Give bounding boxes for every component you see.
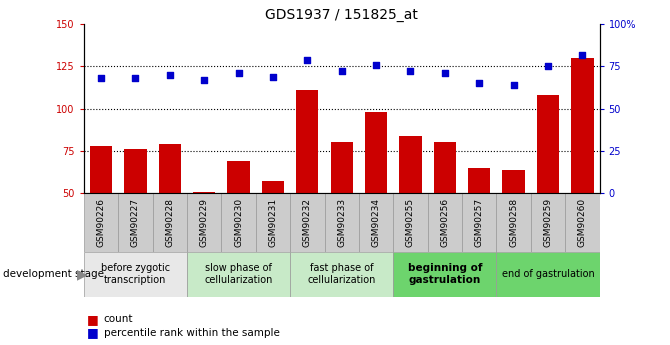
Point (543, 63, 553, 69)
Bar (256, 193, 290, 252)
Point (302, 57, 313, 62)
Bar (393, 252, 496, 297)
Bar (330, 142, 353, 193)
Point (199, 77, 210, 83)
Title: GDS1937 / 151825_at: GDS1937 / 151825_at (265, 8, 418, 22)
Text: ■: ■ (87, 326, 99, 339)
Point (164, 72, 175, 78)
Point (474, 80, 484, 86)
Bar (433, 142, 456, 193)
Bar (118, 193, 153, 252)
Text: development stage: development stage (3, 269, 105, 279)
Bar (296, 90, 318, 193)
Bar (187, 193, 221, 252)
Text: GSM90228: GSM90228 (165, 198, 174, 247)
Text: GSM90256: GSM90256 (440, 198, 450, 247)
Bar (502, 169, 525, 193)
Text: GSM90233: GSM90233 (337, 198, 346, 247)
Text: count: count (104, 314, 133, 324)
Point (267, 74, 278, 79)
Bar (221, 193, 256, 252)
Bar (227, 161, 250, 193)
Bar (393, 193, 427, 252)
Text: GSM90255: GSM90255 (406, 198, 415, 247)
Text: ▶: ▶ (77, 267, 88, 281)
Text: fast phase of
cellularization: fast phase of cellularization (308, 264, 376, 285)
Text: GSM90234: GSM90234 (372, 198, 381, 247)
Text: GSM90226: GSM90226 (96, 198, 105, 247)
Bar (290, 193, 324, 252)
Bar (468, 168, 490, 193)
Point (130, 76, 141, 81)
Bar (399, 136, 421, 193)
Bar (496, 252, 600, 297)
Point (509, 82, 519, 88)
Text: GSM90259: GSM90259 (543, 198, 553, 247)
Bar (124, 149, 147, 193)
Text: GSM90230: GSM90230 (234, 198, 243, 247)
Bar (290, 252, 393, 297)
Text: before zygotic
transcription: before zygotic transcription (100, 264, 170, 285)
Text: percentile rank within the sample: percentile rank within the sample (104, 328, 280, 338)
Bar (496, 193, 531, 252)
Text: ■: ■ (87, 313, 99, 326)
Bar (84, 252, 187, 297)
Bar (193, 191, 215, 193)
Bar (427, 193, 462, 252)
Text: GSM90232: GSM90232 (303, 198, 312, 247)
Text: GSM90257: GSM90257 (475, 198, 484, 247)
Point (577, 52, 588, 57)
Point (96, 76, 107, 81)
Bar (565, 193, 600, 252)
Bar (159, 144, 181, 193)
Bar (324, 193, 359, 252)
Bar (572, 58, 594, 193)
Bar (262, 181, 284, 193)
Point (336, 69, 347, 74)
Text: GSM90258: GSM90258 (509, 198, 518, 247)
Text: beginning of
gastrulation: beginning of gastrulation (407, 264, 482, 285)
Bar (462, 193, 496, 252)
Bar (84, 193, 118, 252)
Text: GSM90227: GSM90227 (131, 198, 140, 247)
Text: GSM90260: GSM90260 (578, 198, 587, 247)
Bar (90, 146, 112, 193)
Point (405, 69, 416, 74)
Text: end of gastrulation: end of gastrulation (502, 269, 594, 279)
Text: GSM90229: GSM90229 (200, 198, 208, 247)
Bar (153, 193, 187, 252)
Point (233, 70, 244, 76)
Text: slow phase of
cellularization: slow phase of cellularization (204, 264, 273, 285)
Bar (537, 95, 559, 193)
Bar (365, 112, 387, 193)
Bar (359, 193, 393, 252)
Point (440, 70, 450, 76)
Text: GSM90231: GSM90231 (269, 198, 277, 247)
Point (371, 62, 381, 68)
Bar (187, 252, 290, 297)
Bar (531, 193, 565, 252)
